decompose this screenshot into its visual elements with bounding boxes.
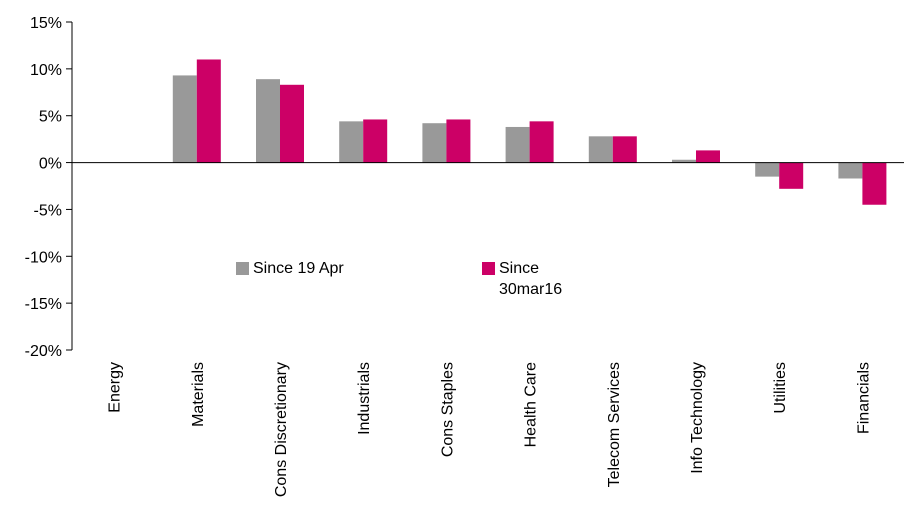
legend-swatch [236, 262, 249, 275]
x-tick-label: Financials [855, 362, 872, 434]
y-tick-label: -10% [25, 249, 62, 266]
bar [588, 136, 613, 163]
y-tick-label: -5% [34, 202, 62, 219]
legend-label: Since 19 Apr [253, 260, 344, 277]
x-tick-label: Health Care [523, 362, 540, 447]
y-tick-label: -20% [25, 343, 62, 360]
y-tick-label: 15% [30, 15, 62, 32]
bar [196, 59, 221, 163]
bar [755, 162, 780, 177]
bar [280, 84, 304, 163]
bar [446, 119, 471, 163]
legend-item: Since 30mar16 [482, 258, 572, 300]
bar [838, 162, 863, 179]
bar [529, 121, 554, 163]
bar [612, 136, 637, 163]
y-tick-label: -15% [25, 296, 62, 313]
x-tick-label: Materials [190, 362, 207, 427]
legend-label: Since 30mar16 [499, 260, 563, 298]
bar [339, 121, 364, 163]
bar [505, 126, 530, 163]
y-tick-label: 10% [30, 62, 62, 79]
x-tick-label: Energy [107, 362, 124, 413]
x-tick-label: Utilities [772, 362, 789, 414]
bar [779, 162, 804, 189]
x-tick-label: Cons Discretionary [273, 362, 290, 497]
bar [696, 150, 720, 163]
bar [862, 162, 887, 205]
bar [172, 75, 197, 163]
y-tick-label: 5% [39, 109, 62, 126]
x-tick-label: Cons Staples [439, 362, 456, 457]
legend-swatch [482, 262, 495, 275]
x-tick-label: Info Technology [689, 362, 706, 474]
bar [672, 159, 696, 163]
x-tick-label: Telecom Services [606, 362, 623, 487]
y-tick-label: 0% [39, 156, 62, 173]
bar [422, 123, 447, 163]
x-tick-label: Industrials [356, 362, 373, 435]
bar [256, 79, 280, 163]
legend-item: Since 19 Apr [236, 258, 436, 279]
bar [363, 119, 388, 163]
